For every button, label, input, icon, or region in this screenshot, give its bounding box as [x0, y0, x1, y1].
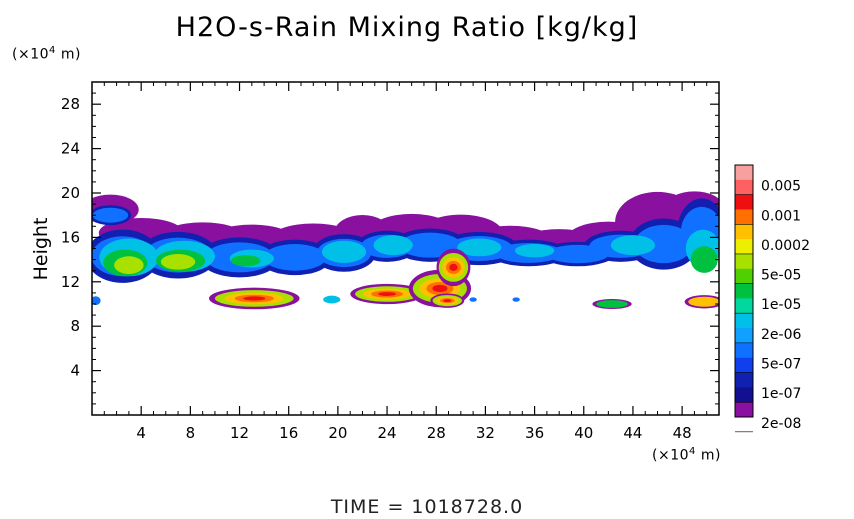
y-tick-label: 16	[61, 228, 80, 246]
chart-title: H2O-s-Rain Mixing Ratio [kg/kg]	[175, 12, 639, 43]
x-tick-label: 36	[525, 424, 544, 442]
x-tick-label: 40	[574, 424, 593, 442]
colorbar-segment	[735, 179, 753, 196]
colorbar-segment	[735, 298, 753, 314]
rain-core	[443, 299, 452, 303]
y-axis-label: Height	[30, 218, 52, 281]
colorbar-label: 5e-07	[761, 357, 801, 373]
time-label: TIME = 1018728.0	[330, 496, 524, 518]
colorbar-segment	[735, 268, 753, 285]
colorbar-segment	[735, 283, 753, 299]
colorbar-segment	[735, 402, 753, 418]
colorbar-segment	[735, 313, 753, 329]
rain-patch	[596, 300, 629, 308]
colorbar-segment	[735, 328, 753, 344]
rain-core	[449, 263, 458, 271]
colorbar-label: 0.0002	[761, 238, 810, 254]
colorbar-segment	[735, 253, 753, 270]
colorbar-segment	[735, 342, 753, 359]
colorbar-label: 2e-06	[761, 327, 801, 343]
colorbar-segment	[735, 372, 753, 388]
colorbar-segment	[735, 387, 753, 403]
colorbar-label: 0.005	[761, 179, 801, 195]
x-tick-label: 24	[378, 424, 397, 442]
colorbar-label: 1e-07	[761, 386, 801, 402]
x-tick-label: 8	[186, 424, 196, 442]
x-tick-label: 28	[427, 424, 446, 442]
y-tick-label: 24	[61, 140, 80, 158]
colorbar-label: 2e-08	[761, 416, 801, 432]
cloud-core	[230, 255, 261, 267]
rain-patch	[323, 295, 341, 304]
colorbar-segment	[735, 165, 753, 181]
cloud-band	[634, 224, 693, 264]
y-axis: 4 8 12 16 20 24 28	[61, 92, 719, 405]
colorbar-label: 0.001	[761, 208, 801, 224]
colorbar-segment	[735, 209, 753, 225]
rain-patch	[469, 297, 477, 302]
cloud-core	[514, 244, 555, 258]
x-tick-label: 12	[230, 424, 249, 442]
x-tick-label: 16	[279, 424, 298, 442]
colorbar-segment	[735, 224, 753, 240]
x-tick-label: 32	[476, 424, 495, 442]
rain-core	[378, 292, 397, 296]
colorbar-segment	[735, 357, 753, 374]
x-tick-label: 44	[623, 424, 642, 442]
cloud-core	[114, 256, 144, 275]
rain-core	[432, 284, 448, 293]
y-tick-label: 4	[70, 362, 80, 380]
y-tick-label: 8	[70, 317, 80, 335]
y-tick-label: 12	[61, 273, 80, 291]
y-tick-label: 28	[61, 95, 80, 113]
cloud-core	[373, 235, 413, 256]
cloud-core	[690, 246, 718, 273]
x-tick-label: 48	[673, 424, 692, 442]
cloud-band	[263, 244, 327, 271]
cloud-core	[321, 240, 367, 263]
colorbar-frame	[734, 164, 754, 418]
x-tick-label: 4	[136, 424, 146, 442]
x-axis: 4 8 12 16 20 24 28 32 36 40 44 48	[103, 82, 708, 442]
cloud-band	[92, 207, 129, 223]
cloud-core	[160, 254, 196, 270]
cloud-core	[610, 235, 656, 256]
mixing-ratio-field	[92, 191, 719, 310]
colorbar: 0.005 0.001 0.0002 5e-05 1e-05 2e-06 5e-07 1e-0…	[734, 164, 810, 433]
rain-patch	[688, 296, 719, 307]
colorbar-label: 1e-05	[761, 297, 801, 313]
y-tick-label: 20	[61, 184, 80, 202]
colorbar-segment	[735, 194, 753, 210]
x-tick-label: 20	[328, 424, 347, 442]
y-axis-unit: (×104 m)	[12, 45, 81, 63]
rain-patch	[92, 296, 101, 306]
rain-patch	[512, 297, 520, 302]
colorbar-label: 5e-05	[761, 268, 801, 284]
cloud-core	[457, 238, 502, 257]
rain-core	[243, 296, 266, 301]
colorbar-segment	[735, 239, 753, 255]
x-axis-unit: (×104 m)	[652, 446, 721, 464]
